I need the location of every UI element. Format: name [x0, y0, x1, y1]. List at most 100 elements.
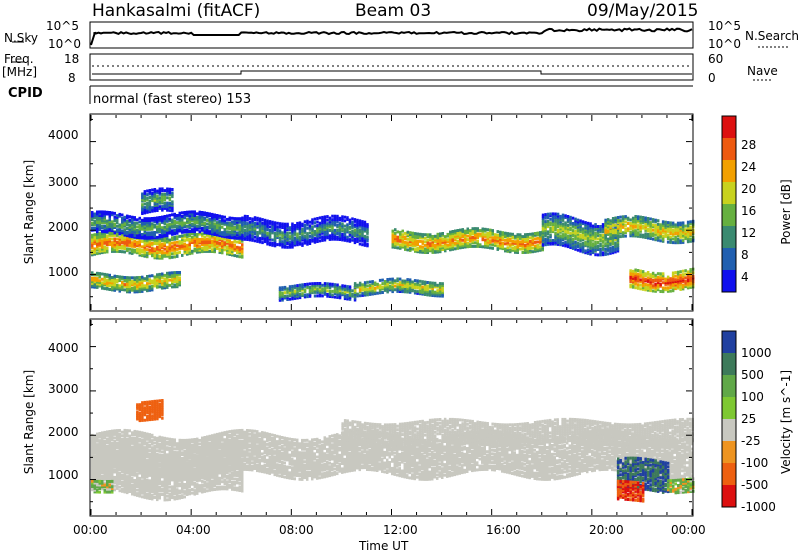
power-cell — [233, 231, 236, 235]
power-cell — [166, 218, 169, 221]
power-cell — [288, 244, 292, 247]
power-cell — [203, 227, 206, 231]
power-cell — [131, 288, 134, 292]
power-cell — [181, 220, 184, 224]
power-cell — [426, 281, 429, 284]
power-cell — [158, 280, 161, 283]
power-cell — [564, 214, 567, 218]
power-cell — [288, 245, 292, 249]
power-cell — [201, 237, 204, 241]
power-cell — [601, 235, 605, 239]
power-cell — [554, 226, 557, 230]
power-cell — [326, 227, 329, 231]
power-cell — [454, 241, 457, 245]
power-cell — [141, 212, 144, 215]
power-cell — [639, 224, 642, 228]
power-cell — [173, 243, 176, 246]
power-cell — [161, 198, 164, 201]
power-cell — [396, 286, 399, 290]
power-cell — [98, 242, 101, 246]
power-cell — [363, 224, 367, 228]
power-cell — [579, 247, 582, 251]
power-cell — [481, 238, 484, 242]
power-cell — [599, 253, 602, 257]
power-cell — [148, 248, 151, 252]
power-cell — [579, 226, 582, 230]
power-cell — [566, 229, 570, 233]
power-cell — [143, 277, 146, 281]
power-cell — [571, 241, 575, 245]
power-cell — [343, 290, 347, 293]
power-cell — [526, 236, 529, 240]
power-cell — [131, 215, 134, 219]
velocity-cell — [171, 445, 174, 449]
power-cell — [171, 271, 174, 275]
power-cell — [459, 244, 462, 248]
power-cell — [231, 246, 234, 250]
power-cell — [411, 231, 414, 235]
power-cell — [599, 242, 602, 246]
power-cell — [166, 192, 169, 196]
power-cell — [376, 291, 379, 295]
power-cell — [409, 240, 412, 243]
power-cell — [464, 234, 467, 238]
power-cell — [251, 222, 254, 226]
power-cell — [386, 279, 389, 283]
power-cell — [514, 240, 517, 244]
power-cell — [151, 227, 154, 231]
power-cell — [153, 191, 157, 195]
power-cell — [631, 284, 635, 287]
power-cell — [283, 233, 287, 237]
velocity-cell — [158, 444, 161, 448]
power-cell — [248, 227, 252, 231]
power-cell — [646, 285, 650, 289]
power-cell — [481, 231, 484, 235]
power-cell — [408, 283, 412, 287]
power-cell — [353, 291, 357, 294]
power-cell — [123, 228, 126, 232]
power-cell — [156, 196, 159, 200]
power-cell — [111, 227, 114, 231]
power-cell — [93, 280, 96, 284]
power-cell — [143, 227, 146, 231]
velocity-cell — [123, 432, 126, 436]
velocity-cell — [108, 437, 111, 441]
power-cell — [291, 234, 294, 238]
power-cell — [641, 221, 645, 225]
power-cell — [161, 279, 164, 283]
power-cell — [371, 283, 374, 287]
power-cell — [629, 271, 632, 275]
power-cell — [238, 249, 241, 253]
power-cell — [123, 283, 126, 287]
power-cell — [619, 235, 622, 239]
power-cell — [291, 227, 294, 231]
power-cell — [153, 247, 156, 251]
power-cell — [399, 230, 402, 234]
power-cell — [171, 276, 174, 280]
power-cell — [216, 228, 219, 232]
power-cell — [286, 224, 289, 228]
power-cell — [133, 245, 136, 249]
power-cell — [681, 223, 685, 227]
power-cell — [679, 228, 682, 232]
power-cell — [138, 253, 141, 257]
power-cell — [461, 238, 464, 242]
power-cell — [236, 240, 239, 244]
power-cell — [96, 282, 99, 286]
power-cell — [614, 230, 617, 234]
power-cell — [316, 289, 319, 293]
power-cell — [108, 227, 111, 230]
power-cell — [123, 215, 126, 219]
power-cell — [651, 284, 655, 288]
power-cell — [111, 248, 114, 252]
power-cell — [138, 286, 141, 290]
power-cell — [216, 230, 219, 233]
power-cell — [158, 281, 161, 285]
power-cell — [153, 240, 156, 244]
power-cell — [471, 227, 474, 231]
power-cell — [98, 281, 101, 284]
power-cell — [616, 238, 620, 242]
power-cell — [193, 222, 196, 226]
power-cell — [634, 216, 637, 220]
power-cell — [353, 282, 357, 286]
